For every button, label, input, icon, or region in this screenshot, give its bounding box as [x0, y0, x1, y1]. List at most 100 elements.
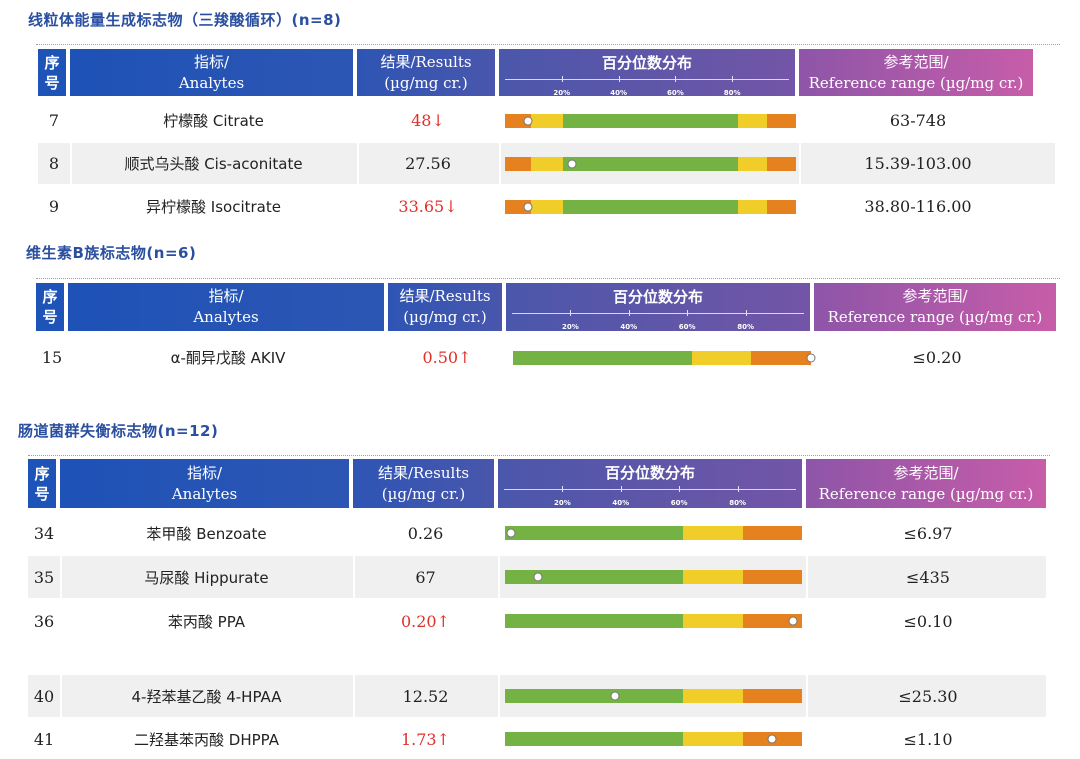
- percentile-cell: [499, 186, 801, 227]
- analyte-header-en: Analytes: [193, 308, 259, 326]
- seq-header: 序 号: [28, 459, 56, 508]
- percentile-ticks: 20% 40% 60% 80%: [506, 310, 810, 331]
- tick-mark: [737, 486, 739, 492]
- bar-band-yellow: [531, 113, 564, 128]
- analyte-name: 4-羟苯基乙酸 4-HPAA: [60, 675, 355, 717]
- bar-band-orange: [751, 350, 811, 365]
- bar-band-green: [505, 689, 684, 703]
- analyte-header-cn: 指标/: [193, 52, 230, 71]
- table-row: 7 柠檬酸 Citrate 48↓ 63-748: [38, 100, 1055, 141]
- reference-range: ≤0.10: [903, 611, 953, 631]
- tick-label: 60%: [678, 323, 696, 331]
- row-number: 15: [36, 335, 70, 380]
- dotted-divider: [36, 278, 1060, 279]
- bar-band-orange: [742, 689, 802, 703]
- seq-header: 序 号: [36, 283, 64, 331]
- bar-band-orange: [766, 199, 796, 214]
- bar-band-green: [563, 199, 738, 214]
- percentile-bar: [505, 689, 802, 703]
- reference-header-en: Reference range (µg/mg cr.): [808, 73, 1024, 92]
- percentile-header: 百分位数分布 20% 40% 60% 80%: [506, 283, 810, 331]
- analyte-header-cn: 指标/: [186, 463, 223, 482]
- section-title: 维生素B族标志物(n=6): [26, 244, 197, 262]
- tick-mark: [745, 310, 747, 316]
- bar-band-yellow: [531, 199, 564, 214]
- percentile-marker: [767, 734, 777, 744]
- tick-label: 20%: [554, 499, 571, 507]
- seq-header-label: 序 号: [44, 53, 60, 92]
- percentile-cell: [499, 100, 801, 141]
- analyte-header: 指标/Analytes: [60, 459, 349, 508]
- result-value: 0.20↑: [353, 600, 500, 642]
- percentile-cell: [498, 719, 808, 759]
- bar-band-yellow: [531, 156, 564, 171]
- tick-label: 40%: [612, 499, 630, 507]
- bar-band-yellow: [683, 570, 743, 584]
- reference-header-cn: 参考范围/: [893, 463, 959, 482]
- percentile-cell: [498, 600, 808, 642]
- bar-band-green: [563, 156, 738, 171]
- percentile-marker: [533, 572, 543, 582]
- result-value: 27.56: [357, 143, 501, 184]
- reference-header: 参考范围/Reference range (µg/mg cr.): [806, 459, 1046, 508]
- row-number: 7: [38, 100, 72, 141]
- percentile-bar: [505, 614, 802, 628]
- reference-header: 参考范围/Reference range (µg/mg cr.): [814, 283, 1056, 331]
- tick-mark: [618, 76, 620, 82]
- result-header-label: 结果/Results: [399, 287, 491, 305]
- section-title: 线粒体能量生成标志物（三羧酸循环）(n=8): [28, 11, 342, 29]
- table-row: 40 4-羟苯基乙酸 4-HPAA 12.52 ≤25.30: [28, 675, 1046, 717]
- tick-mark: [628, 310, 630, 316]
- analyte-name: 柠檬酸 Citrate: [70, 100, 359, 141]
- row-number: 36: [28, 600, 62, 642]
- reference-header-cn: 参考范围/: [883, 52, 949, 71]
- seq-header-label: 序 号: [34, 464, 50, 503]
- tick-label: 40%: [620, 323, 638, 331]
- bar-band-yellow: [691, 350, 752, 365]
- result-value: 12.52: [353, 675, 500, 717]
- bar-band-orange: [742, 570, 802, 584]
- row-number: 41: [28, 719, 62, 759]
- percentile-bar: [505, 113, 796, 128]
- result-value: 67: [353, 556, 500, 598]
- bar-band-yellow: [737, 199, 767, 214]
- tick-label: 20%: [553, 89, 571, 97]
- reference-header-en: Reference range (µg/mg cr.): [818, 484, 1034, 503]
- percentile-marker: [806, 353, 816, 362]
- percentile-marker: [610, 691, 620, 701]
- tick-label: 80%: [729, 499, 746, 507]
- analyte-header: 指标/Analytes: [70, 49, 353, 96]
- bar-band-orange: [766, 113, 796, 128]
- percentile-header: 百分位数分布 20% 40% 60% 80%: [499, 49, 795, 97]
- analyte-header-en: Analytes: [178, 73, 245, 92]
- bar-band-green: [505, 614, 684, 628]
- percentile-header-label: 百分位数分布: [601, 54, 692, 72]
- bar-band-orange: [505, 156, 532, 171]
- tick-mark: [679, 486, 681, 492]
- tick-mark: [687, 310, 689, 316]
- tick-label: 80%: [737, 323, 754, 331]
- percentile-bar: [513, 350, 816, 365]
- tick-mark: [675, 76, 677, 82]
- percentile-cell: [499, 143, 801, 184]
- tick-mark: [561, 76, 563, 82]
- reference-range: 63-748: [889, 111, 947, 130]
- bar-band-orange: [742, 614, 802, 628]
- result-value: 0.50↑: [388, 335, 508, 380]
- percentile-header-label: 百分位数分布: [604, 464, 695, 482]
- row-number: 35: [28, 556, 62, 598]
- bar-band-yellow: [683, 614, 743, 628]
- seq-header: 序 号: [38, 49, 66, 96]
- dotted-divider: [28, 455, 1050, 456]
- analyte-header-en: Analytes: [171, 484, 238, 503]
- bar-band-orange: [742, 526, 802, 540]
- seq-header-label: 序 号: [42, 288, 58, 326]
- tick-label: 60%: [670, 499, 688, 507]
- percentile-marker: [788, 616, 798, 626]
- table-row: 34 苯甲酸 Benzoate 0.26 ≤6.97: [28, 512, 1046, 554]
- percentile-bar: [505, 570, 802, 584]
- table-row: 8 顺式乌头酸 Cis-aconitate 27.56 15.39-103.00: [38, 143, 1055, 184]
- bar-band-green: [513, 350, 692, 365]
- reference-header: 参考范围/Reference range (µg/mg cr.): [799, 49, 1033, 96]
- percentile-cell: [498, 675, 808, 717]
